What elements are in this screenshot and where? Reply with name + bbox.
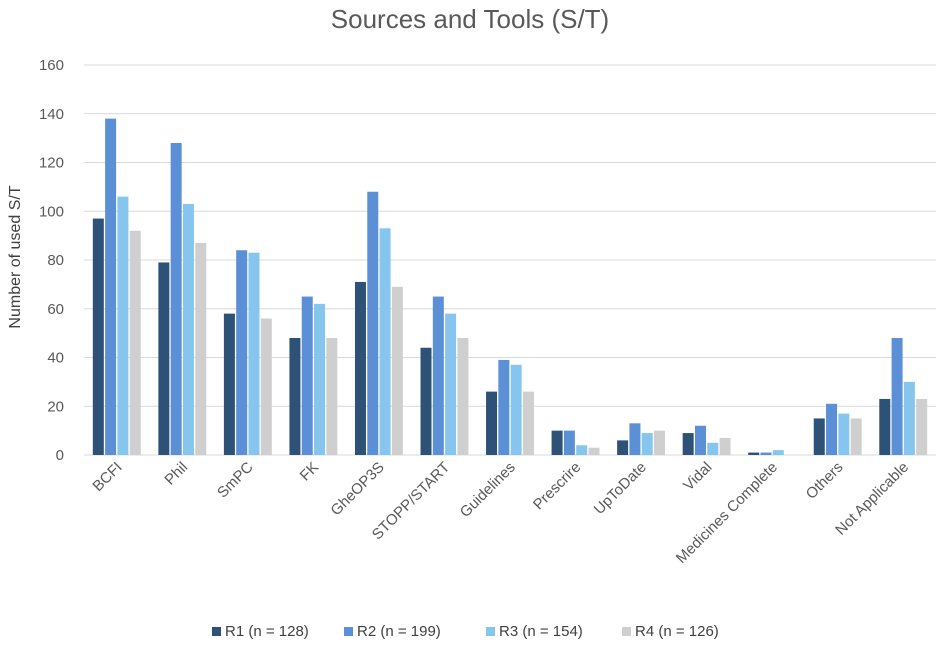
x-tick-label: BCFI — [89, 459, 125, 495]
bar-1-11 — [748, 452, 760, 455]
bar-2-4 — [301, 296, 313, 455]
bar-2-11 — [760, 452, 772, 455]
bar-3-4 — [314, 303, 326, 455]
legend-label: R4 (n = 126) — [635, 623, 719, 640]
legend-swatch — [486, 627, 495, 636]
bar-4-13 — [916, 398, 928, 455]
bar-4-7 — [522, 391, 534, 455]
legend-swatch — [344, 627, 353, 636]
y-tick-label: 100 — [39, 203, 64, 220]
legend-swatch — [212, 627, 221, 636]
bar-2-3 — [236, 250, 248, 455]
y-tick-label: 40 — [47, 350, 64, 367]
legend-label: R1 (n = 128) — [225, 623, 309, 640]
bar-2-7 — [498, 359, 510, 455]
y-axis-title: Number of used S/T — [7, 185, 24, 328]
bar-1-4 — [289, 338, 301, 455]
y-tick-label: 160 — [39, 57, 64, 74]
bar-1-13 — [879, 398, 891, 455]
chart-title: Sources and Tools (S/T) — [331, 4, 609, 34]
bar-3-3 — [248, 252, 260, 455]
bar-4-8 — [588, 447, 600, 455]
bar-2-5 — [367, 191, 379, 455]
bar-3-11 — [772, 450, 784, 455]
bar-3-1 — [117, 196, 129, 455]
bar-2-2 — [170, 143, 182, 455]
x-tick-label: Others — [803, 459, 847, 503]
bar-4-4 — [326, 338, 338, 455]
legend-swatch — [622, 627, 631, 636]
y-tick-label: 120 — [39, 155, 64, 172]
bar-3-13 — [903, 381, 915, 455]
bar-1-9 — [617, 440, 629, 455]
bar-1-8 — [551, 430, 563, 455]
bar-1-6 — [420, 347, 432, 455]
bar-3-2 — [182, 203, 194, 455]
y-tick-label: 60 — [47, 301, 64, 318]
bar-3-9 — [641, 433, 653, 455]
bar-3-10 — [707, 442, 719, 455]
x-tick-label: Phil — [161, 459, 191, 489]
bar-4-12 — [850, 418, 862, 455]
y-tick-label: 80 — [47, 252, 64, 269]
bar-3-7 — [510, 364, 522, 455]
x-tick-label: SmPC — [214, 459, 257, 502]
y-tick-label: 0 — [56, 447, 64, 464]
legend-label: R2 (n = 199) — [357, 623, 441, 640]
gridlines — [84, 64, 936, 456]
y-tick-label: 20 — [47, 398, 64, 415]
bar-3-8 — [576, 445, 588, 455]
bar-2-6 — [432, 296, 444, 455]
bar-2-13 — [891, 338, 903, 455]
bar-2-9 — [629, 423, 641, 455]
bar-1-10 — [682, 433, 694, 455]
x-tick-label: Vidal — [680, 459, 715, 494]
bar-1-7 — [486, 391, 498, 455]
bar-1-2 — [158, 262, 170, 455]
bar-4-6 — [457, 338, 469, 455]
bar-4-1 — [129, 230, 141, 455]
bar-4-2 — [195, 242, 207, 455]
bar-1-12 — [813, 418, 825, 455]
x-tick-label: Prescrire — [530, 459, 584, 513]
bar-4-5 — [391, 286, 403, 455]
bar-2-10 — [694, 425, 706, 455]
bars — [92, 118, 928, 455]
bar-2-12 — [826, 403, 838, 455]
bar-1-1 — [92, 218, 104, 455]
bar-4-3 — [260, 318, 272, 455]
bar-2-8 — [563, 430, 575, 455]
legend: R1 (n = 128) R2 (n = 199) R3 (n = 154) R4 (… — [212, 623, 719, 640]
bar-3-6 — [445, 313, 457, 455]
x-tick-label: FK — [297, 459, 323, 485]
legend-label: R3 (n = 154) — [499, 623, 583, 640]
bar-1-3 — [223, 313, 235, 455]
x-tick-label: UpToDate — [591, 459, 650, 518]
bar-1-5 — [354, 281, 366, 455]
bar-3-12 — [838, 413, 850, 455]
x-tick-label: Guidelines — [457, 459, 519, 521]
bar-4-9 — [654, 430, 666, 455]
x-tick-label: GheOP3S — [327, 459, 387, 519]
y-axis-ticks: 0 20 40 60 80 100 120 140 160 — [39, 57, 64, 464]
bar-4-10 — [719, 437, 731, 455]
bar-3-5 — [379, 228, 391, 455]
y-tick-label: 140 — [39, 106, 64, 123]
bar-2-1 — [105, 118, 117, 455]
